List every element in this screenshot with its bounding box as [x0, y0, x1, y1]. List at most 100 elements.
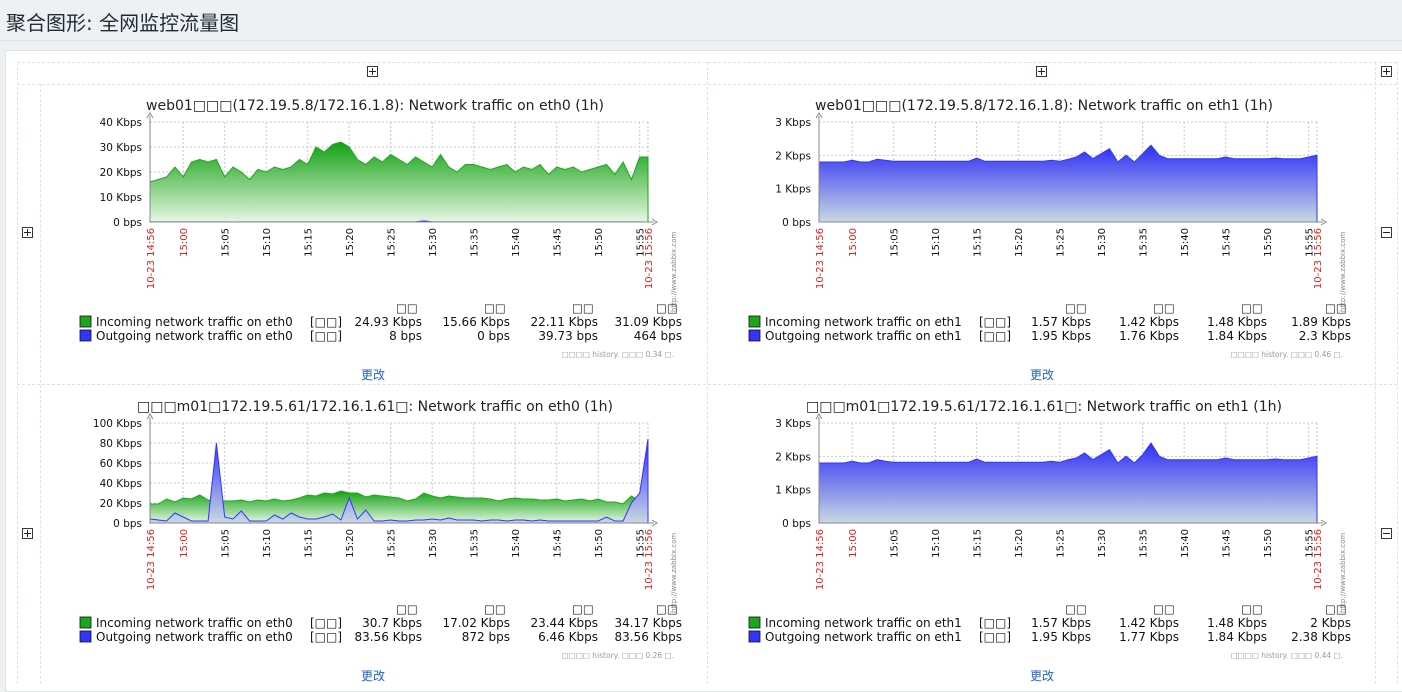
legend-swatch: [79, 616, 92, 629]
x-tick-label: 15:15: [973, 228, 984, 257]
legend-max: 2 Kbps: [1310, 616, 1351, 630]
x-tick-label: 15:25: [387, 228, 398, 257]
x-tick-label: 15:50: [1263, 228, 1274, 257]
layout-divider: [17, 62, 1397, 63]
remove-row-button[interactable]: [1381, 528, 1392, 539]
legend-item-name: Incoming network traffic on eth0: [96, 616, 293, 630]
legend-min: 15.66 Kbps: [442, 315, 510, 329]
graph-m01-eth0[interactable]: □□□m01□172.19.5.61/172.16.1.61□: Network…: [72, 391, 692, 661]
legend-header: □□: [1153, 301, 1175, 315]
legend-header: □□: [656, 301, 678, 315]
legend-swatch: [79, 630, 92, 643]
y-axis-arrow: [146, 112, 154, 119]
x-tick-label: 15:00: [848, 228, 859, 257]
legend-item-name: Outgoing network traffic on eth0: [96, 329, 293, 343]
layout-divider: [707, 62, 708, 684]
title-divider: [0, 40, 1402, 41]
x-axis-arrow: [1320, 519, 1327, 527]
outgoing-area: [818, 144, 1318, 223]
legend-item-name: Incoming network traffic on eth0: [96, 315, 293, 329]
x-tick-label: 15:40: [511, 529, 522, 558]
legend-min: 0 bps: [477, 329, 510, 343]
x-axis-arrow: [651, 218, 658, 226]
legend-max: 83.56 Kbps: [614, 630, 682, 644]
legend-last: 1.57 Kbps: [1031, 315, 1091, 329]
graph-web01-eth0[interactable]: web01□□□(172.19.5.8/172.16.1.8): Network…: [72, 90, 692, 360]
layout-divider: [1375, 62, 1376, 684]
x-start-label: 10-23 14:56: [815, 228, 826, 289]
chart-svg: □□□m01□172.19.5.61/172.16.1.61□: Network…: [748, 399, 1351, 660]
x-tick-label: 15:35: [470, 228, 481, 257]
x-end-label: 10-23 15:56: [1313, 529, 1324, 590]
x-tick-label: 15:35: [470, 529, 481, 558]
legend-avg: 1.84 Kbps: [1207, 329, 1267, 343]
legend-max: 1.89 Kbps: [1291, 315, 1351, 329]
y-tick-label: 3 Kbps: [775, 117, 811, 129]
y-tick-label: 2 Kbps: [775, 451, 811, 463]
x-tick-label: 15:20: [1014, 228, 1025, 257]
layout-divider: [17, 384, 1397, 385]
legend-function: [□□]: [979, 616, 1011, 630]
edit-link[interactable]: 更改: [1029, 368, 1054, 382]
legend-avg: 39.73 bps: [538, 329, 598, 343]
x-tick-label: 15:00: [179, 228, 190, 257]
chart-svg: web01□□□(172.19.5.8/172.16.1.8): Network…: [79, 98, 682, 359]
graph-m01-eth1[interactable]: □□□m01□172.19.5.61/172.16.1.61□: Network…: [741, 391, 1361, 661]
y-tick-label: 10 Kbps: [100, 192, 142, 204]
y-axis-arrow: [146, 413, 154, 420]
x-tick-label: 15:30: [428, 529, 439, 558]
incoming-area: [149, 141, 649, 223]
y-tick-label: 1 Kbps: [775, 485, 811, 497]
legend-min: 1.42 Kbps: [1119, 616, 1179, 630]
y-tick-label: 100 Kbps: [93, 418, 142, 430]
x-tick-label: 15:05: [221, 228, 232, 257]
add-column-button[interactable]: [367, 66, 378, 77]
y-axis-arrow: [815, 112, 823, 119]
edit-link[interactable]: 更改: [1029, 669, 1054, 683]
legend-header: □□: [1065, 602, 1087, 616]
chart-title: web01□□□(172.19.5.8/172.16.1.8): Network…: [815, 98, 1273, 114]
legend-header: □□: [484, 301, 506, 315]
legend-max: 31.09 Kbps: [614, 315, 682, 329]
x-tick-label: 15:50: [594, 529, 605, 558]
x-tick-label: 15:45: [1222, 228, 1233, 257]
legend-header: □□: [484, 602, 506, 616]
watermark-text: http://www.zabbix.com: [1339, 232, 1347, 312]
y-tick-label: 30 Kbps: [100, 142, 142, 154]
layout-divider: [17, 84, 1397, 85]
legend-header: □□: [396, 602, 418, 616]
x-tick-label: 15:50: [594, 228, 605, 257]
legend-header: □□: [1325, 301, 1347, 315]
legend-header: □□: [1065, 301, 1087, 315]
legend-header: □□: [396, 301, 418, 315]
x-start-label: 10-23 14:56: [146, 228, 157, 289]
x-tick-label: 15:55: [636, 228, 647, 257]
x-tick-label: 15:15: [304, 529, 315, 558]
x-tick-label: 15:15: [304, 228, 315, 257]
y-tick-label: 3 Kbps: [775, 418, 811, 430]
x-start-label: 10-23 14:56: [146, 529, 157, 590]
x-tick-label: 15:20: [1014, 529, 1025, 558]
edit-link[interactable]: 更改: [360, 669, 385, 683]
add-row-button[interactable]: [22, 528, 33, 539]
y-tick-label: 0 bps: [113, 518, 142, 530]
add-row-button[interactable]: [22, 227, 33, 238]
x-tick-label: 15:25: [1056, 228, 1067, 257]
legend-function: [□□]: [979, 315, 1011, 329]
legend-min: 1.77 Kbps: [1119, 630, 1179, 644]
legend-header: □□: [572, 301, 594, 315]
add-column-button[interactable]: [1036, 66, 1047, 77]
add-column-button[interactable]: [1381, 66, 1392, 77]
x-tick-label: 15:45: [1222, 529, 1233, 558]
remove-row-button[interactable]: [1381, 227, 1392, 238]
legend-function: [□□]: [310, 616, 342, 630]
x-tick-label: 15:10: [931, 529, 942, 558]
graph-web01-eth1[interactable]: web01□□□(172.19.5.8/172.16.1.8): Network…: [741, 90, 1361, 360]
chart-svg: □□□m01□172.19.5.61/172.16.1.61□: Network…: [79, 399, 682, 660]
edit-link[interactable]: 更改: [360, 368, 385, 382]
legend-header: □□: [656, 602, 678, 616]
x-tick-label: 15:25: [387, 529, 398, 558]
legend-max: 2.38 Kbps: [1291, 630, 1351, 644]
legend-min: 872 bps: [462, 630, 510, 644]
x-start-label: 10-23 14:56: [815, 529, 826, 590]
